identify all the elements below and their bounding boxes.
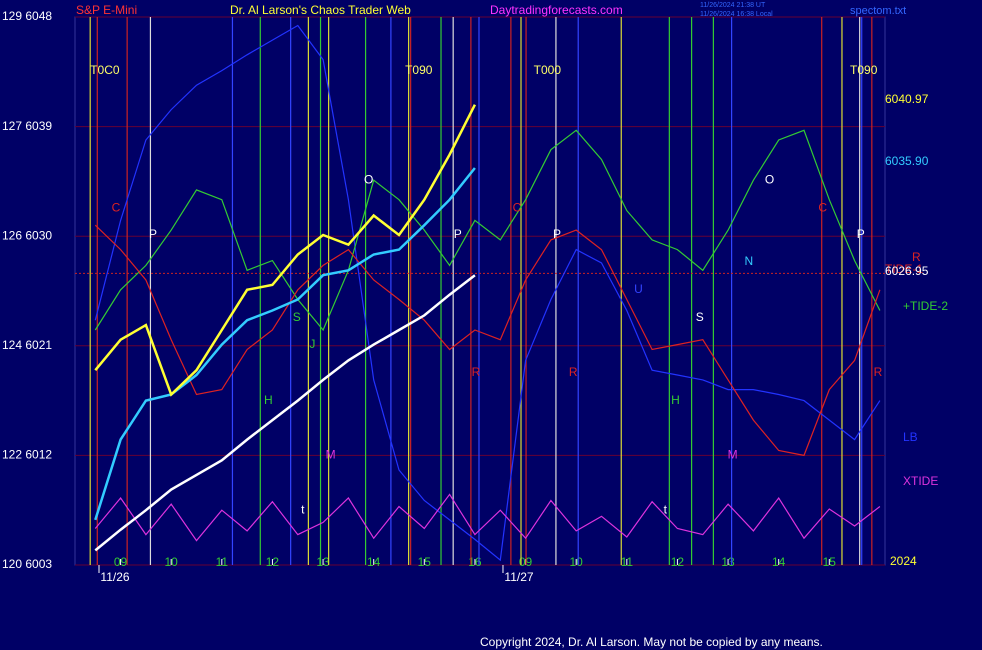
series-label: TIDE-1: [885, 262, 923, 276]
x-tick-label: 12: [671, 555, 685, 569]
series-label: XTIDE: [903, 474, 938, 488]
annotation: T000: [534, 63, 562, 77]
annotation: P: [553, 227, 561, 241]
annotation: R: [569, 365, 578, 379]
x-tick-label: 13: [721, 555, 735, 569]
site: Daytradingforecasts.com: [490, 3, 623, 17]
date-label: 11/26: [100, 570, 129, 584]
annotation: S: [696, 310, 704, 324]
annotation: t: [664, 502, 668, 516]
annotation: t: [301, 502, 305, 516]
annotation: P: [149, 227, 157, 241]
annotation: P: [454, 227, 462, 241]
series-line: [94, 167, 476, 521]
annotation: P: [857, 227, 865, 241]
x-tick-label: 14: [772, 555, 786, 569]
x-tick-label: 15: [823, 555, 837, 569]
x-tick-label: 10: [570, 555, 584, 569]
x-tick-label: 13: [316, 555, 330, 569]
x-tick-label: 10: [165, 555, 179, 569]
series-line: [94, 224, 881, 457]
copyright: Copyright 2024, Dr. Al Larson. May not b…: [480, 635, 823, 649]
annotation: S: [293, 310, 301, 324]
series-label: 6040.97: [885, 92, 929, 106]
series-line: [94, 104, 477, 397]
series-line: [94, 24, 881, 562]
timestamp: 11/26/2024 21:38 UT: [700, 2, 766, 9]
x-tick-label: 15: [418, 555, 432, 569]
y-tick-label: 127 6039: [2, 119, 52, 133]
annotation: C: [818, 200, 827, 214]
y-tick-label: 126 6030: [2, 228, 52, 242]
annotation: O: [364, 172, 373, 186]
x-tick-label: 11: [621, 555, 634, 569]
annotation: O: [765, 172, 774, 186]
timestamp: 11/26/2024 16:38 Local: [700, 11, 773, 18]
annotation: U: [634, 282, 643, 296]
annotation: H: [264, 393, 273, 407]
year: 2024: [890, 554, 917, 568]
series-label: 6026.95: [885, 264, 929, 278]
annotation: M: [728, 448, 738, 462]
series-line: [94, 129, 881, 332]
y-tick-label: 122 6012: [2, 448, 52, 462]
x-tick-label: 14: [367, 555, 381, 569]
series-line: [94, 493, 881, 542]
annotation: J: [309, 337, 315, 351]
series-label: LB: [903, 430, 918, 444]
annotation: N: [744, 254, 753, 268]
annotation: T0C0: [90, 63, 120, 77]
chart-title: Dr. Al Larson's Chaos Trader Web: [230, 3, 411, 17]
y-tick-label: 129 6048: [2, 9, 52, 23]
annotation: R: [472, 365, 481, 379]
series-line: [94, 274, 476, 552]
y-tick-label: 120 6003: [2, 557, 52, 571]
subtitle: S&P E-Mini: [76, 3, 137, 17]
annotation: R: [874, 365, 883, 379]
annotation: C: [112, 200, 121, 214]
right-marker: R: [912, 250, 921, 264]
annotation: M: [326, 448, 336, 462]
x-tick-label: 09: [114, 555, 128, 569]
file-name: spectom.txt: [850, 5, 906, 17]
x-tick-label: 12: [266, 555, 280, 569]
annotation: C: [513, 200, 522, 214]
date-label: 11/27: [504, 570, 533, 584]
annotation: H: [671, 393, 680, 407]
annotation: T090: [405, 63, 433, 77]
series-label: +TIDE-2: [903, 299, 948, 313]
y-tick-label: 124 6021: [2, 338, 52, 352]
annotation: T090: [850, 63, 878, 77]
x-tick-label: 11: [216, 555, 229, 569]
series-label: 6035.90: [885, 154, 929, 168]
